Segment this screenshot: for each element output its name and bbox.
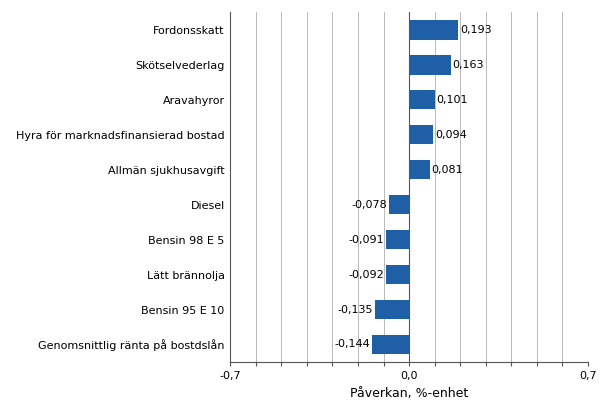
Bar [375, 300, 409, 319]
Text: 0,081: 0,081 [431, 165, 463, 175]
Text: -0,091: -0,091 [348, 235, 384, 245]
Text: 0,163: 0,163 [453, 60, 484, 70]
Bar [409, 160, 430, 179]
Text: -0,078: -0,078 [351, 200, 387, 210]
X-axis label: Påverkan, %-enhet: Påverkan, %-enhet [350, 386, 468, 399]
Text: 0,193: 0,193 [460, 25, 491, 35]
Text: -0,092: -0,092 [348, 270, 384, 280]
Text: 0,094: 0,094 [435, 130, 467, 140]
Text: -0,144: -0,144 [335, 339, 370, 349]
Bar [409, 55, 451, 74]
Bar [409, 20, 458, 40]
Text: 0,101: 0,101 [437, 95, 468, 105]
Text: -0,135: -0,135 [338, 305, 373, 314]
Bar [409, 90, 435, 109]
Bar [389, 195, 409, 214]
Bar [372, 335, 409, 354]
Bar [385, 265, 409, 284]
Bar [386, 230, 409, 249]
Bar [409, 125, 433, 144]
